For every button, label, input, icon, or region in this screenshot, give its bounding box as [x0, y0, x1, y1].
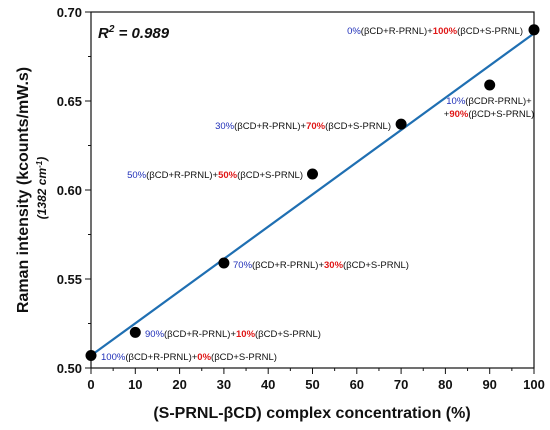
x-tick-label: 20: [172, 377, 186, 392]
x-tick-label: 70: [394, 377, 408, 392]
data-point: [129, 326, 141, 338]
fit-line-group: [90, 32, 535, 357]
data-point: [395, 118, 407, 130]
x-tick-label: 30: [217, 377, 231, 392]
x-tick-label: 60: [350, 377, 364, 392]
y-tick-label: 0.60: [57, 183, 82, 198]
data-points: [85, 24, 540, 362]
y-axis-subtitle: (1382 cm-1): [35, 157, 49, 220]
plot-frame: [90, 11, 535, 369]
data-point: [307, 168, 318, 180]
data-point: [85, 350, 97, 362]
data-point: [218, 257, 230, 269]
data-point: [484, 79, 496, 91]
point-annotation: 0%(βCD+R-PRNL)+100%(βCD+S-PRNL): [347, 26, 523, 37]
x-tick-label: 50: [305, 377, 319, 392]
y-axis-title: Raman intensity (kcounts/mW.s): [15, 67, 32, 313]
point-annotation: 70%(βCD+R-PRNL)+30%(βCD+S-PRNL): [233, 260, 409, 271]
axis-ticks: 0 10 20 30 40 50 60 70 80 90 100 0.50 0.55 0.60 0.65 0.…: [57, 5, 545, 392]
fit-line: [90, 32, 535, 357]
x-tick-label: 40: [261, 377, 275, 392]
point-annotation-line2: +90%(βCD+S-PRNL): [444, 109, 534, 120]
point-annotation: 10%(βCDR-PRNL)+: [446, 96, 532, 107]
x-tick-label: 80: [438, 377, 452, 392]
y-tick-label: 0.70: [57, 5, 82, 20]
x-tick-label: 100: [523, 377, 545, 392]
data-point: [528, 24, 540, 36]
point-annotation: 90%(βCD+R-PRNL)+10%(βCD+S-PRNL): [145, 329, 321, 340]
x-tick-label: 90: [482, 377, 496, 392]
x-tick-label: 10: [128, 377, 142, 392]
point-annotation: 30%(βCD+R-PRNL)+70%(βCD+S-PRNL): [215, 121, 391, 132]
y-tick-label: 0.50: [57, 361, 82, 376]
y-tick-label: 0.55: [57, 272, 82, 287]
y-tick-label: 0.65: [57, 94, 82, 109]
r-squared-label: R2 = 0.989: [98, 24, 170, 42]
x-tick-label: 0: [87, 377, 94, 392]
point-annotations: 100%(βCD+R-PRNL)+0%(βCD+S-PRNL) 90%(βCD+R…: [101, 26, 534, 363]
point-annotation: 50%(βCD+R-PRNL)+50%(βCD+S-PRNL): [127, 170, 303, 181]
point-annotation: 100%(βCD+R-PRNL)+0%(βCD+S-PRNL): [101, 352, 277, 363]
x-axis-title: (S-PRNL-βCD) complex concentration (%): [153, 405, 470, 422]
